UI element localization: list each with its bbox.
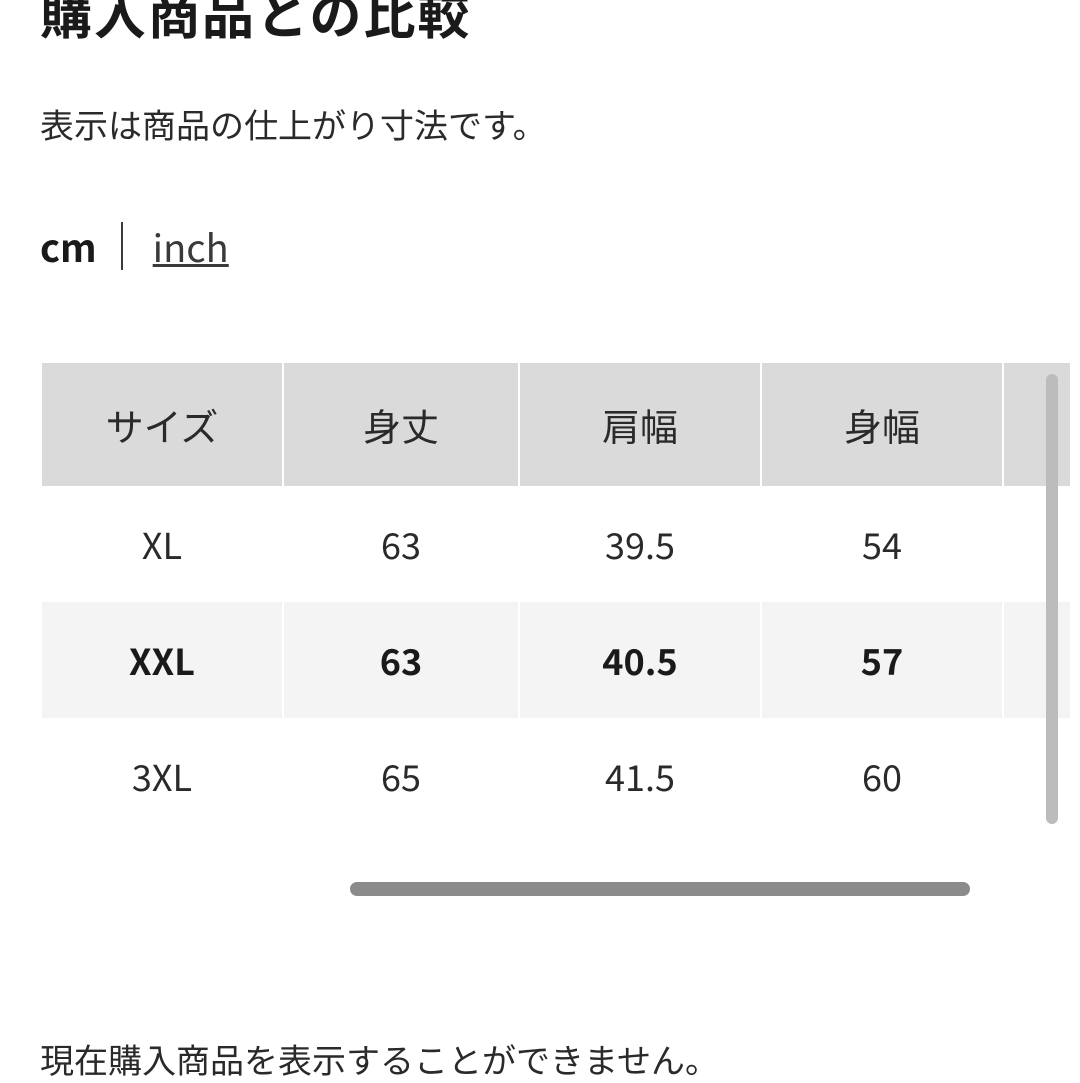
table-row: XXL 63 40.5 57 [42, 602, 1070, 718]
table-row: XL 63 39.5 54 [42, 486, 1070, 602]
cell-kata: 39.5 [520, 486, 760, 602]
cell-mitake: 63 [284, 486, 518, 602]
cell-size: XL [42, 486, 282, 602]
cell-size: XXL [42, 602, 282, 718]
cell-extra [1004, 486, 1070, 602]
cell-mitake: 63 [284, 602, 518, 718]
col-header-size: サイズ [42, 363, 282, 486]
unit-inch-button[interactable]: inch [123, 218, 229, 273]
cell-kata: 41.5 [520, 718, 760, 834]
unit-cm-button[interactable]: cm [40, 218, 121, 273]
cell-extra [1004, 718, 1070, 834]
col-header-kata: 肩幅 [520, 363, 760, 486]
footer-note: 現在購入商品を表示することができません。 [40, 1034, 1040, 1083]
size-table-wrap: サイズ 身丈 肩幅 身幅 XL 63 39.5 54 XXL 63 [40, 363, 1060, 834]
col-header-mihaba: 身幅 [762, 363, 1002, 486]
cell-mihaba: 60 [762, 718, 1002, 834]
table-header-row: サイズ 身丈 肩幅 身幅 [42, 363, 1070, 486]
table-row: 3XL 65 41.5 60 [42, 718, 1070, 834]
cell-size: 3XL [42, 718, 282, 834]
page-subtitle: 表示は商品の仕上がり寸法です。 [40, 99, 1040, 148]
cell-kata: 40.5 [520, 602, 760, 718]
unit-toggle: cm inch [40, 218, 1040, 273]
cell-mitake: 65 [284, 718, 518, 834]
cell-mihaba: 57 [762, 602, 1002, 718]
col-header-mitake: 身丈 [284, 363, 518, 486]
horizontal-scrollbar-thumb[interactable] [350, 882, 970, 896]
cell-extra [1004, 602, 1070, 718]
size-table: サイズ 身丈 肩幅 身幅 XL 63 39.5 54 XXL 63 [40, 363, 1072, 834]
col-header-extra [1004, 363, 1070, 486]
cell-mihaba: 54 [762, 486, 1002, 602]
page-title: 購入商品との比較 [40, 0, 1040, 49]
horizontal-scrollbar[interactable] [320, 882, 960, 896]
vertical-scrollbar-thumb[interactable] [1046, 374, 1058, 824]
